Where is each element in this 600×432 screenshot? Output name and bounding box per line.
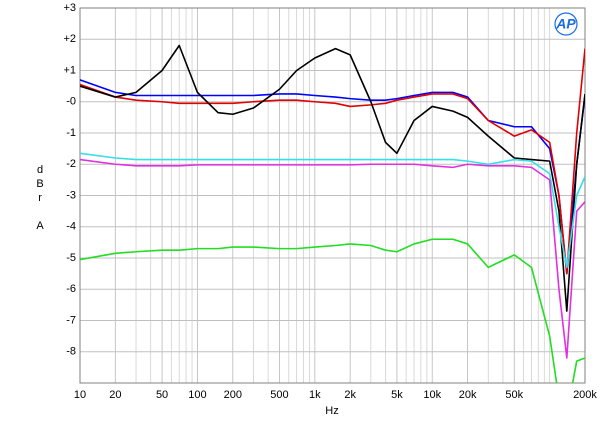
x-tick-label: 10 — [74, 389, 86, 401]
x-tick-label: 1k — [309, 389, 321, 401]
y-tick-label: -0 — [66, 96, 76, 108]
series-line — [80, 158, 585, 359]
y-tick-label: -4 — [66, 221, 76, 233]
x-tick-label: 100 — [188, 389, 206, 401]
x-tick-label: 50k — [505, 389, 523, 401]
series-line — [80, 44, 585, 312]
x-tick-label: 2k — [344, 389, 356, 401]
series-line — [80, 48, 585, 275]
plot-frame — [79, 7, 586, 384]
x-tick-label: 500 — [270, 389, 288, 401]
y-tick-label: +2 — [63, 33, 76, 45]
x-tick-label: 20 — [109, 389, 121, 401]
y-tick-label: -1 — [66, 127, 76, 139]
x-tick-label: 200k — [573, 389, 597, 401]
y-tick-label: -3 — [66, 189, 76, 201]
y-tick-label: -8 — [66, 346, 76, 358]
y-tick-label: +1 — [63, 64, 76, 76]
x-tick-label: 10k — [423, 389, 441, 401]
x-axis-label: Hz — [325, 405, 338, 417]
y-tick-label: -6 — [66, 283, 76, 295]
y-axis-label: dBr A — [34, 164, 46, 234]
x-tick-label: 50 — [156, 389, 168, 401]
series-line — [80, 152, 585, 269]
logo: AP — [555, 16, 576, 32]
x-tick-label: 20k — [459, 389, 477, 401]
logo-ring — [554, 12, 578, 36]
y-tick-label: +3 — [63, 2, 76, 14]
x-tick-label: 5k — [391, 389, 403, 401]
series-group — [80, 44, 585, 383]
y-tick-label: -5 — [66, 252, 76, 264]
series-line — [80, 238, 585, 383]
x-tick-label: 200 — [224, 389, 242, 401]
y-tick-label: -2 — [66, 158, 76, 170]
y-tick-label: -7 — [66, 314, 76, 326]
